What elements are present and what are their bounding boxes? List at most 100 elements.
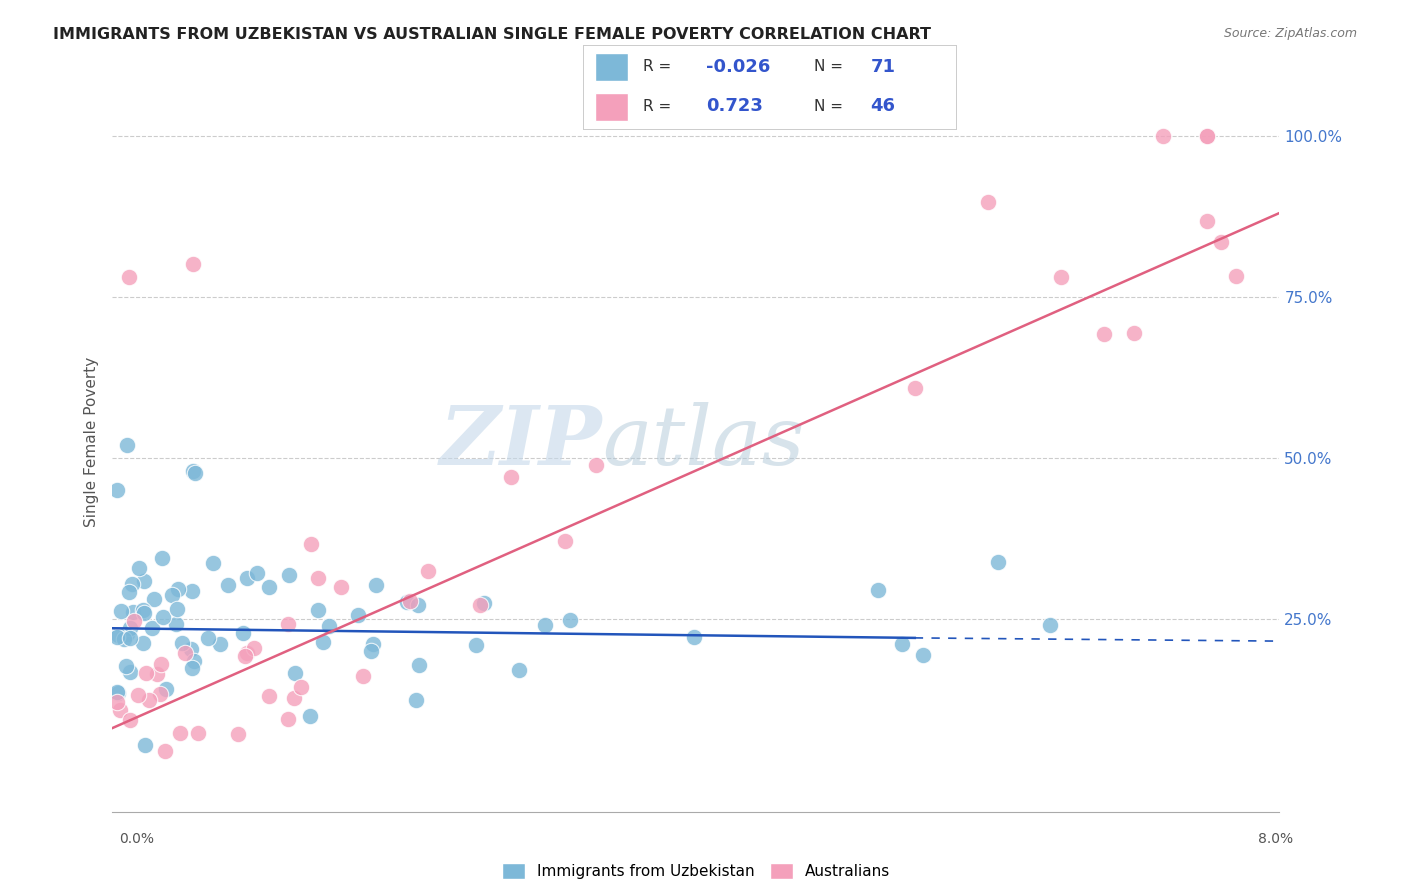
Legend: Immigrants from Uzbekistan, Australians: Immigrants from Uzbekistan, Australians <box>496 857 896 886</box>
Point <box>353 669 375 683</box>
Text: 0.723: 0.723 <box>706 97 763 115</box>
Point <box>396 595 419 609</box>
Point <box>299 537 322 551</box>
Point <box>891 637 914 651</box>
Point <box>110 604 132 618</box>
Point <box>120 622 142 636</box>
Point <box>181 660 204 674</box>
Point <box>311 634 333 648</box>
Point <box>277 712 299 726</box>
Point <box>181 258 204 272</box>
Point <box>166 602 188 616</box>
Point <box>465 638 488 652</box>
Point <box>180 642 202 657</box>
Point <box>1195 214 1218 228</box>
Point <box>170 636 193 650</box>
Point <box>169 726 191 740</box>
Point <box>142 591 165 606</box>
Point <box>257 581 280 595</box>
Point <box>307 603 329 617</box>
Point <box>108 703 131 717</box>
Point <box>166 582 188 597</box>
Point <box>560 614 582 628</box>
Point <box>146 667 169 681</box>
Point <box>118 713 141 727</box>
Point <box>209 636 232 650</box>
Point <box>152 610 174 624</box>
Point <box>135 665 157 680</box>
Text: 46: 46 <box>870 97 896 115</box>
Text: 8.0%: 8.0% <box>1258 832 1294 846</box>
Point <box>149 657 172 671</box>
Point <box>585 458 607 472</box>
Point <box>257 689 280 703</box>
Point <box>472 597 495 611</box>
Text: R =: R = <box>643 59 671 74</box>
Point <box>202 556 225 570</box>
Point <box>105 685 128 699</box>
Point <box>243 640 266 655</box>
Point <box>682 630 704 644</box>
Point <box>174 647 197 661</box>
Point <box>1195 128 1218 143</box>
Point <box>987 555 1010 569</box>
Text: Source: ZipAtlas.com: Source: ZipAtlas.com <box>1223 27 1357 40</box>
Text: 71: 71 <box>870 58 896 76</box>
Point <box>150 550 173 565</box>
Point <box>132 636 155 650</box>
Point <box>283 691 305 706</box>
Point <box>1049 270 1071 285</box>
Point <box>118 584 141 599</box>
Point <box>1225 268 1247 283</box>
Point <box>533 617 555 632</box>
Point <box>105 695 128 709</box>
Point <box>121 577 143 591</box>
Point <box>360 644 382 658</box>
Point <box>499 470 522 484</box>
Point <box>118 665 141 679</box>
Point <box>246 566 269 580</box>
Point <box>399 593 422 607</box>
Point <box>117 627 139 641</box>
Point <box>1094 327 1116 342</box>
Point <box>197 631 219 645</box>
Point <box>107 686 129 700</box>
Point <box>165 617 187 632</box>
Point <box>226 727 249 741</box>
Point <box>134 574 156 589</box>
Text: R =: R = <box>643 99 671 114</box>
Point <box>131 603 153 617</box>
Point <box>364 578 387 592</box>
Point <box>361 637 384 651</box>
Point <box>117 438 139 452</box>
Point <box>105 630 128 644</box>
Point <box>284 666 307 681</box>
Point <box>138 693 160 707</box>
Point <box>408 658 430 673</box>
Point <box>1211 235 1233 250</box>
Text: N =: N = <box>814 99 844 114</box>
Point <box>134 607 156 621</box>
Point <box>236 571 259 585</box>
Point <box>107 627 129 641</box>
Point <box>149 687 172 701</box>
Point <box>406 598 429 612</box>
Point <box>1122 326 1144 340</box>
Point <box>128 560 150 574</box>
Text: atlas: atlas <box>603 401 806 482</box>
Y-axis label: Single Female Poverty: Single Female Poverty <box>83 357 98 526</box>
Text: N =: N = <box>814 59 844 74</box>
Point <box>184 466 207 480</box>
FancyBboxPatch shape <box>595 93 628 120</box>
Point <box>347 608 370 623</box>
Point <box>112 632 135 646</box>
Point <box>1152 128 1174 143</box>
Point <box>232 625 254 640</box>
Point <box>217 578 239 592</box>
Point <box>134 738 156 752</box>
Point <box>181 463 204 477</box>
Point <box>127 689 149 703</box>
Text: -0.026: -0.026 <box>706 58 770 76</box>
Point <box>508 663 530 677</box>
Point <box>277 568 299 582</box>
